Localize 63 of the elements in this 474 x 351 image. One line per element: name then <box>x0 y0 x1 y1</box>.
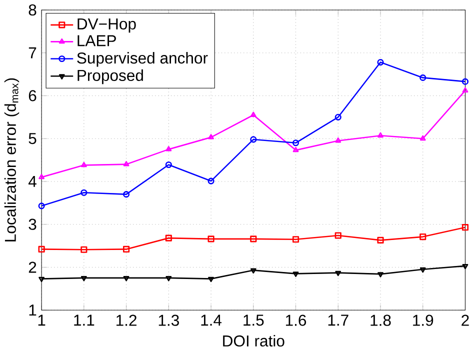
x-tick-label: 1.7 <box>328 314 348 326</box>
x-tick-label: 1.2 <box>116 314 136 326</box>
point <box>208 134 214 140</box>
point <box>123 161 130 166</box>
y-tick-label: 8 <box>28 4 36 16</box>
x-tick-label: 1.6 <box>286 314 306 326</box>
point <box>292 140 300 146</box>
point <box>420 267 426 273</box>
x-tick-label: 1.9 <box>413 314 434 326</box>
point <box>38 246 45 253</box>
point <box>420 74 426 82</box>
y-tick-label: 2 <box>28 262 36 273</box>
point <box>420 135 426 141</box>
point <box>292 236 300 243</box>
legend-label: Proposed <box>78 69 143 84</box>
point <box>334 114 342 120</box>
y-tick-label: 1 <box>29 304 36 316</box>
x-tick-label: 1.4 <box>201 314 222 326</box>
point <box>335 137 342 143</box>
point <box>80 276 87 282</box>
point <box>378 272 384 278</box>
point <box>250 268 256 274</box>
point <box>123 191 130 198</box>
y-tick-label: 7 <box>28 47 36 58</box>
y-tick-label: 4 <box>28 176 36 187</box>
point <box>378 132 384 138</box>
x-tick-label: 2 <box>462 314 469 326</box>
x-tick-label: 1.3 <box>158 314 179 326</box>
point <box>80 189 88 196</box>
point <box>250 136 257 143</box>
x-tick-label: 1.1 <box>74 314 94 326</box>
point <box>292 146 299 152</box>
legend-label: Supervised anchor <box>77 52 208 67</box>
x-tick-label: 1.8 <box>370 314 391 326</box>
point <box>123 276 130 282</box>
y-tick-label: 6 <box>28 90 36 102</box>
x-axis-title: DOI ratio <box>223 335 284 347</box>
point <box>165 161 172 168</box>
point <box>377 59 384 66</box>
point <box>250 236 257 242</box>
point <box>208 236 214 242</box>
x-tick-label: 1.5 <box>244 314 264 326</box>
point <box>166 276 172 282</box>
point <box>377 236 384 244</box>
y-tick-label: 5 <box>28 133 36 144</box>
point <box>462 224 469 231</box>
point <box>80 162 87 168</box>
y-tick-label: 3 <box>28 218 36 230</box>
point <box>420 234 426 240</box>
x-tick-label: 1 <box>38 314 46 326</box>
point <box>335 270 342 276</box>
point <box>334 232 342 239</box>
point <box>165 234 172 242</box>
point <box>208 178 214 184</box>
point <box>292 272 299 277</box>
point <box>166 146 172 152</box>
point <box>208 276 214 282</box>
y-axis-title: Localization error (d$_{max}$) <box>4 78 20 242</box>
point <box>80 246 88 253</box>
point <box>123 246 130 253</box>
point <box>250 112 256 118</box>
legend-label: DV−Hop <box>78 18 136 33</box>
legend-label: LAEP <box>78 35 116 46</box>
